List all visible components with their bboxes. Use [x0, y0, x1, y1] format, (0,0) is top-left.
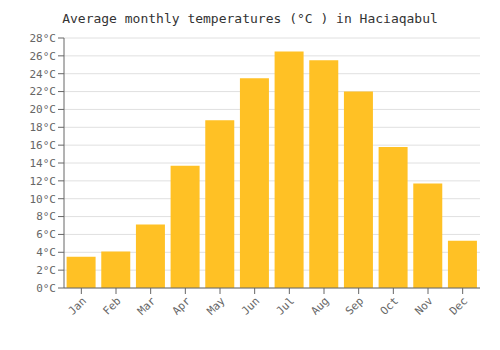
svg-text:10°C: 10°C — [30, 193, 57, 206]
svg-text:28°C: 28°C — [30, 32, 57, 45]
svg-text:Mar: Mar — [135, 294, 159, 318]
svg-text:26°C: 26°C — [30, 50, 57, 63]
svg-text:Oct: Oct — [378, 294, 401, 317]
svg-text:Jan: Jan — [66, 294, 89, 317]
svg-text:May: May — [204, 294, 228, 318]
svg-text:20°C: 20°C — [30, 103, 57, 116]
svg-text:12°C: 12°C — [30, 175, 57, 188]
svg-text:18°C: 18°C — [30, 121, 57, 134]
svg-text:Sep: Sep — [343, 294, 366, 317]
svg-text:Feb: Feb — [100, 294, 123, 317]
svg-text:4°C: 4°C — [36, 246, 56, 259]
svg-text:Jul: Jul — [274, 294, 297, 317]
svg-text:6°C: 6°C — [36, 228, 56, 241]
svg-text:8°C: 8°C — [36, 210, 56, 223]
svg-text:14°C: 14°C — [30, 157, 57, 170]
svg-text:Apr: Apr — [170, 294, 194, 318]
svg-text:Aug: Aug — [308, 294, 331, 317]
svg-text:2°C: 2°C — [36, 264, 56, 277]
svg-text:Nov: Nov — [412, 294, 436, 318]
svg-text:Dec: Dec — [447, 294, 470, 317]
svg-text:24°C: 24°C — [30, 68, 57, 81]
svg-text:Jun: Jun — [239, 294, 262, 317]
svg-text:22°C: 22°C — [30, 85, 57, 98]
svg-text:0°C: 0°C — [36, 282, 56, 295]
svg-text:16°C: 16°C — [30, 139, 57, 152]
html-text:Average monthly temperatures (: Average monthly temperatures (°C ) in Ha… — [62, 11, 438, 26]
